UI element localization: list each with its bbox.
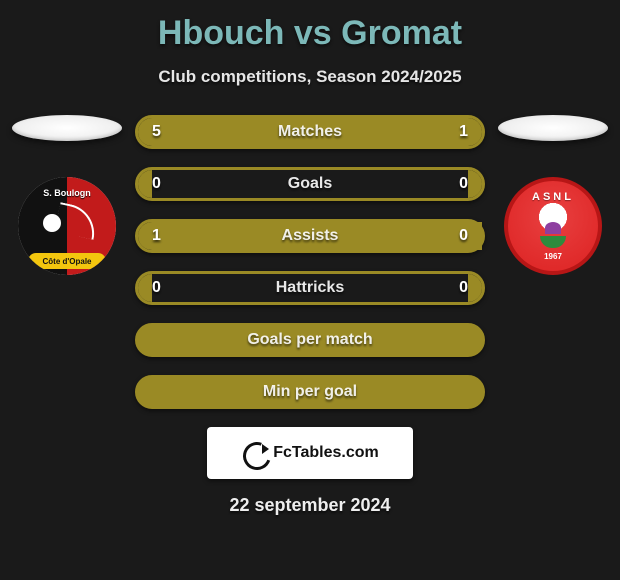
snapshot-date: 22 september 2024 — [0, 495, 620, 516]
stat-bar-fill-left — [138, 274, 152, 302]
left-player-col: S. Boulogn Côte d'Opale — [7, 115, 127, 275]
left-club-badge[interactable]: S. Boulogn Côte d'Opale — [18, 177, 116, 275]
main-row: S. Boulogn Côte d'Opale 5Matches10Goals0… — [0, 115, 620, 409]
stat-label: Min per goal — [263, 383, 357, 401]
stat-value-left: 0 — [152, 279, 161, 297]
brand-box[interactable]: FcTables.com — [207, 427, 413, 479]
brand-text: FcTables.com — [273, 444, 379, 462]
stat-value-left: 0 — [152, 175, 161, 193]
badge-left-top-text: S. Boulogn — [18, 184, 116, 202]
stat-value-right: 1 — [459, 123, 468, 141]
stat-bar: Min per goal — [135, 375, 485, 409]
stat-label: Matches — [278, 123, 342, 141]
left-player-photo-placeholder — [12, 115, 122, 141]
stat-value-right: 0 — [459, 175, 468, 193]
stat-value-right: 0 — [459, 227, 468, 245]
right-player-col: ASNL 1967 — [493, 115, 613, 275]
stat-label: Hattricks — [276, 279, 344, 297]
stat-bar-fill-right — [424, 118, 482, 146]
badge-right-thistle-icon — [538, 222, 568, 248]
stat-value-left: 5 — [152, 123, 161, 141]
stat-label: Goals per match — [247, 331, 372, 349]
stat-bars: 5 Matches 1 0 Goals 0 1 Assists 0 0 Hattricks 0 Goal… — [135, 115, 485, 409]
stat-bar: 5 Matches 1 — [135, 115, 485, 149]
badge-right-ring-text: ASNL — [508, 191, 598, 203]
stat-bar: Goals per match — [135, 323, 485, 357]
stat-bar-fill-left — [138, 170, 152, 198]
stat-label: Assists — [282, 227, 339, 245]
right-club-badge[interactable]: ASNL 1967 — [504, 177, 602, 275]
stat-value-left: 1 — [152, 227, 161, 245]
comparison-widget: Hbouch vs Gromat Club competitions, Seas… — [0, 0, 620, 516]
badge-right-year: 1967 — [508, 252, 598, 261]
stat-bar: 0 Hattricks 0 — [135, 271, 485, 305]
stat-value-right: 0 — [459, 279, 468, 297]
brand-arrow-icon — [241, 440, 267, 466]
stat-bar-fill-right — [468, 170, 482, 198]
stat-bar-fill-right — [468, 274, 482, 302]
stat-label: Goals — [288, 175, 332, 193]
right-player-photo-placeholder — [498, 115, 608, 141]
stat-bar: 1 Assists 0 — [135, 219, 485, 253]
badge-left-bottom-text: Côte d'Opale — [28, 253, 106, 269]
page-title: Hbouch vs Gromat — [0, 14, 620, 53]
page-subtitle: Club competitions, Season 2024/2025 — [0, 67, 620, 87]
stat-bar: 0 Goals 0 — [135, 167, 485, 201]
